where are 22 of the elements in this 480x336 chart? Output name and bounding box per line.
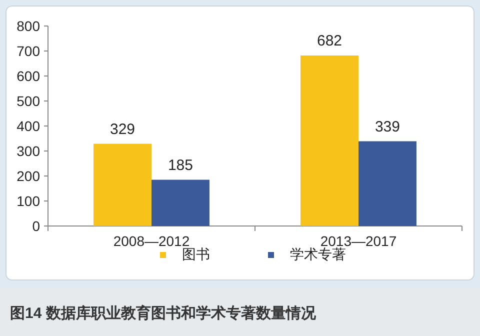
y-tick-label: 100 (16, 193, 40, 209)
bar (300, 56, 358, 226)
data-label: 339 (374, 118, 400, 136)
y-tick-label: 700 (16, 43, 40, 59)
x-tick-label: 2013—2017 (320, 233, 397, 249)
text: 图14 数据库职业教育图书和学术专著数量情况 (10, 304, 317, 322)
bar (152, 180, 210, 226)
data-label: 329 (110, 120, 136, 138)
y-tick-label: 800 (16, 18, 40, 34)
bar (94, 144, 152, 226)
y-tick-label: 400 (16, 118, 40, 134)
bar (358, 141, 416, 226)
y-tick-label: 0 (32, 218, 40, 234)
y-tick-label: 500 (16, 93, 40, 109)
y-tick-label: 600 (16, 68, 40, 84)
x-tick-label: 2008—2012 (113, 233, 190, 249)
y-tick-label: 200 (16, 168, 40, 184)
data-label: 682 (317, 32, 342, 50)
y-tick-label: 300 (16, 143, 40, 159)
data-label: 185 (168, 156, 193, 174)
legend-label: 图书 (182, 246, 210, 262)
legend-label: 学术专著 (290, 246, 346, 262)
